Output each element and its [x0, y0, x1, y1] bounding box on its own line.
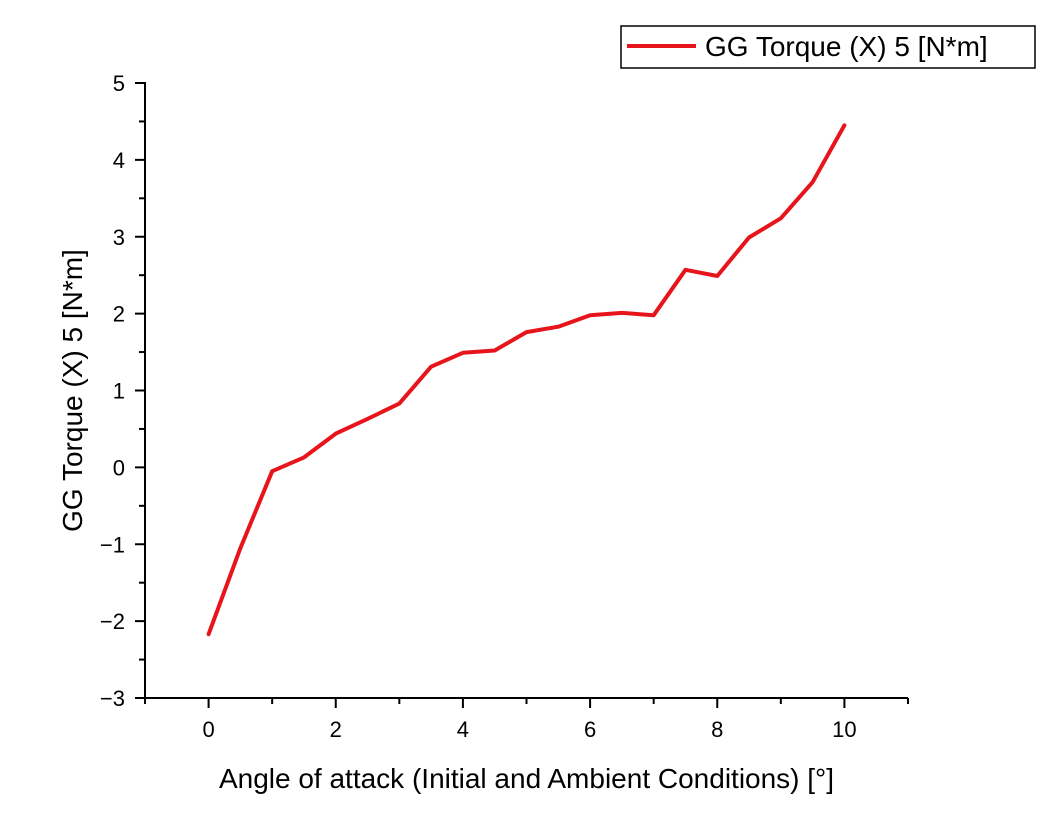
x-tick-label: 10 [832, 717, 856, 742]
y-axis-title: GG Torque (X) 5 [N*m] [57, 249, 88, 532]
y-axis-ticks: −3 −2 −1 0 1 2 3 4 5 [100, 71, 145, 711]
x-axis-title: Angle of attack (Initial and Ambient Con… [219, 763, 834, 794]
series-layer [206, 123, 847, 637]
y-tick-label: 5 [113, 71, 125, 96]
y-tick-label: 4 [113, 148, 125, 173]
series-line [206, 123, 847, 637]
y-tick-label: −3 [100, 686, 125, 711]
y-tick-label: 2 [113, 302, 125, 327]
x-axis-ticks: 0 2 4 6 8 10 [144, 698, 909, 742]
y-tick-label: −2 [100, 609, 125, 634]
x-tick-label: 6 [584, 717, 596, 742]
x-tick-label: 4 [457, 717, 469, 742]
y-tick-label: 0 [113, 455, 125, 480]
y-tick-label: 3 [113, 225, 125, 250]
x-tick-label: 8 [711, 717, 723, 742]
x-tick-label: 2 [330, 717, 342, 742]
legend-label: GG Torque (X) 5 [N*m] [705, 31, 988, 62]
plot-axes [144, 82, 908, 699]
y-tick-label: −1 [100, 532, 125, 557]
legend: GG Torque (X) 5 [N*m] [620, 25, 1036, 69]
x-tick-label: 0 [202, 717, 214, 742]
y-tick-label: 1 [113, 379, 125, 404]
